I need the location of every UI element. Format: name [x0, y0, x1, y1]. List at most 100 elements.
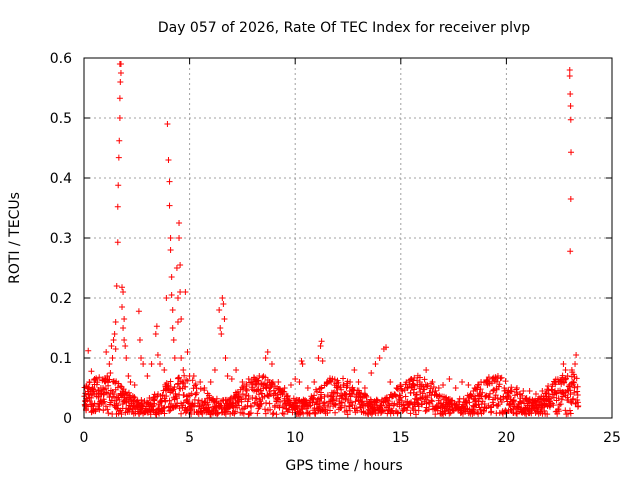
data-point-background [102, 385, 109, 392]
data-point-background [84, 385, 91, 392]
data-point-background [416, 374, 423, 381]
data-point [167, 235, 174, 241]
data-point-background [324, 403, 331, 410]
data-point-background [267, 406, 274, 413]
data-point-background [86, 398, 93, 405]
data-point-background [429, 398, 436, 405]
data-point [219, 295, 226, 301]
data-point-background [424, 394, 431, 401]
data-point-background [251, 374, 258, 381]
data-point-background [181, 372, 188, 379]
data-point-background [267, 384, 274, 391]
data-point-background [446, 406, 453, 413]
x-tick-label: 25 [603, 430, 621, 446]
data-point-background [259, 390, 266, 397]
data-point-background [306, 410, 313, 417]
data-point-background [217, 402, 224, 409]
data-point [383, 344, 390, 351]
data-point-background [195, 397, 202, 404]
data-point-background [558, 396, 565, 403]
data-point [144, 373, 151, 379]
data-point [120, 325, 127, 331]
x-tick-label: 20 [497, 430, 515, 446]
data-point-background [379, 407, 386, 413]
data-point-background [179, 379, 186, 386]
data-point-background [96, 374, 103, 381]
data-point-background [502, 378, 509, 385]
data-point-background [432, 411, 439, 418]
data-point-background [479, 389, 486, 396]
data-point [116, 95, 123, 102]
data-point-background [257, 387, 264, 394]
data-point [177, 289, 184, 295]
data-point-background [182, 383, 189, 390]
data-point-background [94, 405, 101, 412]
data-point-background [555, 395, 562, 402]
data-point-background [277, 398, 284, 405]
data-point [361, 385, 368, 391]
data-point [372, 361, 379, 367]
data-point-background [245, 411, 252, 418]
data-point-background [85, 384, 92, 391]
data-point-background [193, 385, 200, 392]
data-point-background [423, 383, 430, 390]
data-point-background [316, 403, 323, 410]
data-point-background [138, 397, 145, 404]
data-point-background [492, 392, 499, 399]
data-point-background [172, 403, 179, 410]
data-point-background [111, 390, 118, 397]
data-point [168, 292, 175, 298]
data-point [166, 178, 173, 185]
data-point-background [426, 400, 433, 407]
data-point-background [453, 401, 460, 408]
data-point [299, 361, 306, 367]
data-point-background [349, 402, 356, 409]
data-point-background [101, 398, 108, 405]
data-point-background [317, 389, 324, 396]
data-point-background [246, 410, 253, 417]
data-point [567, 116, 574, 123]
data-point [116, 115, 123, 121]
data-point-background [326, 407, 333, 414]
data-point-background [407, 410, 414, 417]
data-point-background [243, 383, 250, 390]
data-point-background [526, 396, 533, 403]
data-point-background [247, 402, 254, 409]
data-point-background [490, 387, 497, 394]
x-tick-label: 0 [80, 430, 89, 446]
data-point [435, 385, 442, 391]
data-point-background [294, 403, 301, 410]
data-point [245, 376, 252, 382]
y-tick-label: 0.2 [50, 291, 72, 307]
data-point-background [550, 394, 557, 401]
data-point-background [169, 387, 176, 394]
data-point-background [184, 377, 191, 384]
data-point-background [238, 394, 245, 401]
data-point [184, 349, 191, 355]
data-point-background [562, 375, 569, 382]
data-point [163, 295, 170, 301]
data-point [567, 103, 574, 109]
data-point-background [414, 377, 421, 384]
data-point-background [275, 394, 282, 401]
data-point [121, 337, 128, 343]
data-point [114, 239, 121, 246]
data-point-background [176, 374, 183, 381]
data-point [182, 289, 189, 295]
data-point-background [170, 386, 177, 393]
data-point [566, 73, 573, 79]
data-point-background [385, 398, 392, 405]
data-point-background [321, 393, 328, 400]
data-point-background [348, 390, 355, 397]
data-point-background [338, 386, 345, 393]
data-point-background [374, 397, 381, 404]
data-point-background [344, 382, 351, 389]
data-point-background [86, 379, 93, 386]
data-point [174, 319, 181, 325]
data-point-background [550, 402, 557, 409]
data-point-background [129, 406, 136, 413]
data-point [262, 355, 269, 361]
data-point [318, 338, 325, 345]
data-point-background [255, 391, 262, 398]
data-point-background [281, 388, 288, 395]
